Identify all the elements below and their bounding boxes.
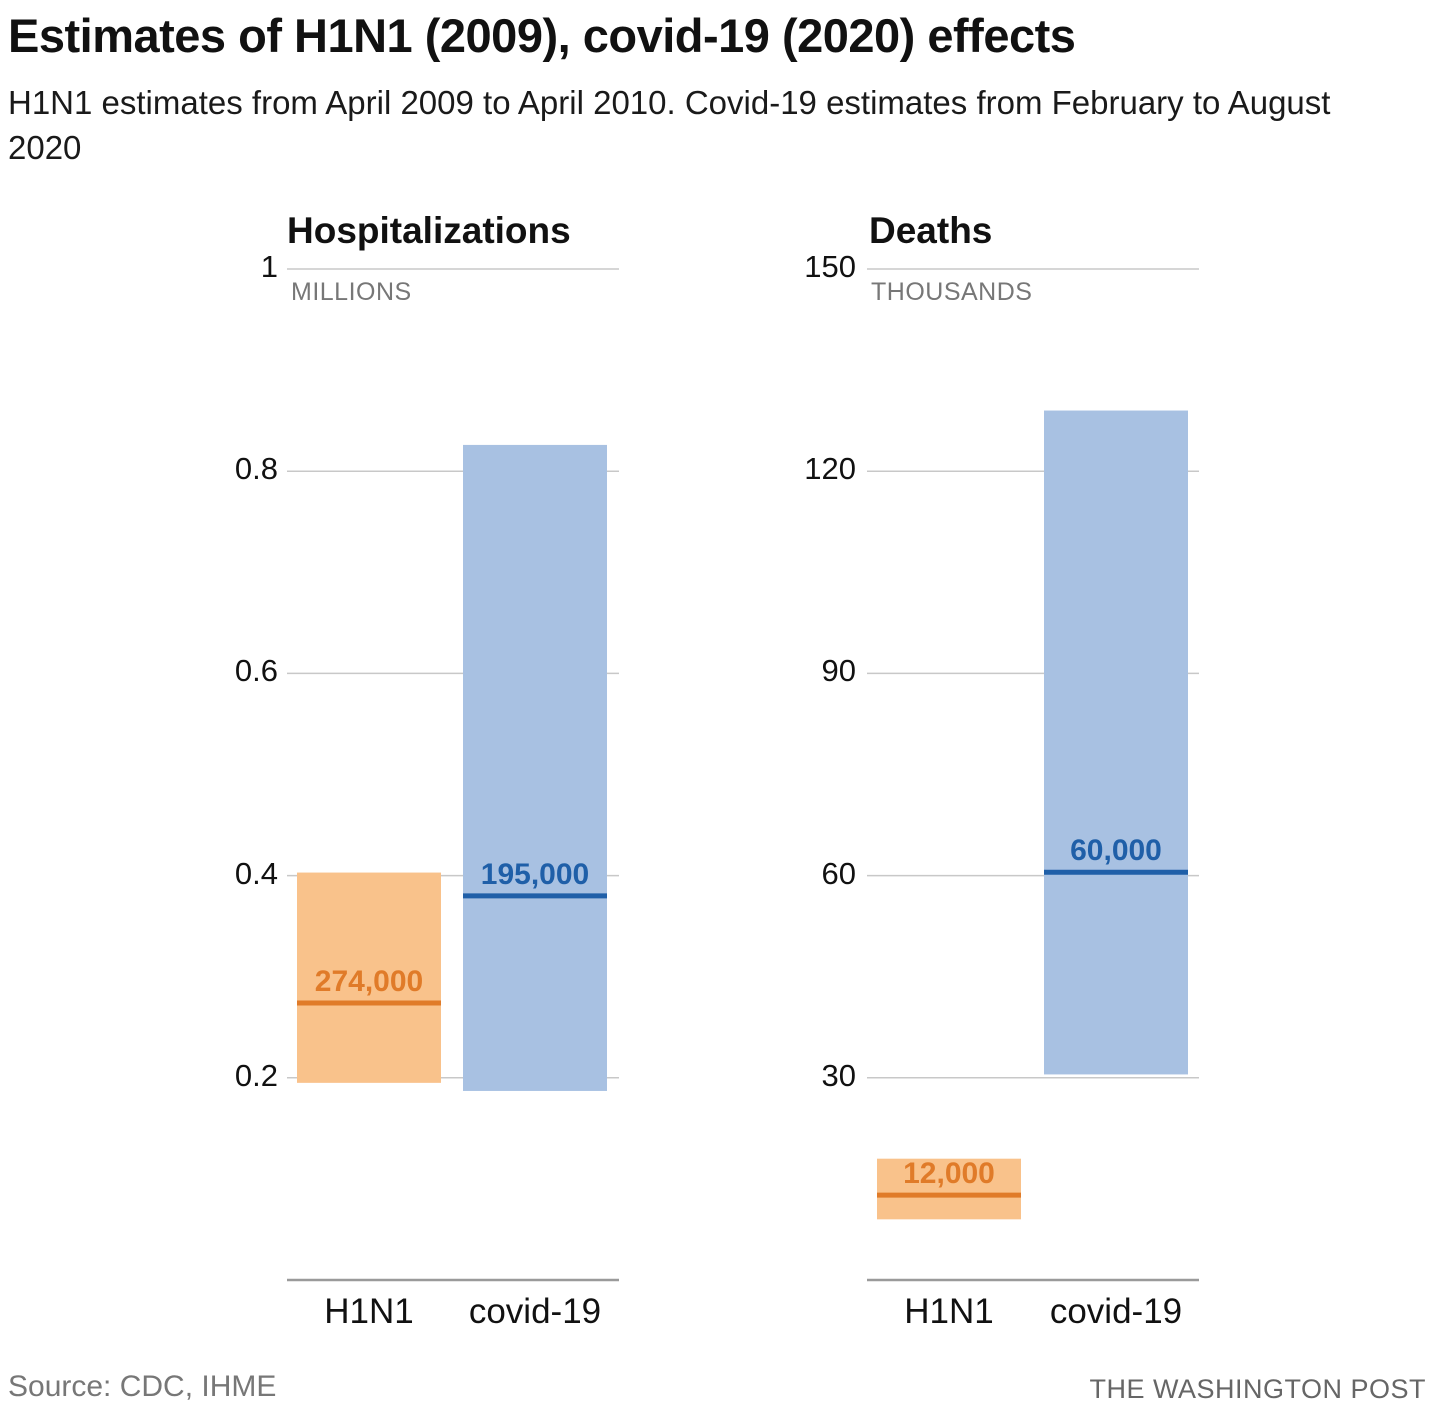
panel-title-deaths: Deaths [869, 210, 993, 251]
unit-label-thousands: THOUSANDS [871, 278, 1033, 306]
x-category-label: H1N1 [324, 1292, 414, 1331]
unit-label-millions: MILLIONS [291, 278, 412, 306]
y-tick-label: 150 [804, 249, 856, 284]
x-category-label: H1N1 [904, 1292, 994, 1331]
h1n1-estimate-label: 274,000 [315, 965, 423, 998]
y-tick-label: 0.6 [234, 653, 278, 689]
h1n1-range-bar [877, 1158, 1021, 1220]
source-note: Source: CDC, IHME [8, 1370, 277, 1403]
covid-range-bar [1044, 410, 1188, 1075]
y-tick-label: 0.2 [234, 1057, 278, 1093]
chart-subtitle: H1N1 estimates from April 2009 to April … [8, 84, 1331, 166]
chart-title: Estimates of H1N1 (2009), covid-19 (2020… [8, 9, 1076, 62]
y-tick-label: 0.4 [234, 855, 278, 891]
covid-estimate-label: 60,000 [1070, 834, 1162, 867]
y-tick-label: 1 [260, 249, 278, 284]
h1n1-range-bar [297, 872, 441, 1083]
covid-range-bar [463, 444, 607, 1091]
y-tick-label: 90 [821, 653, 856, 689]
y-tick-label: 0.8 [234, 451, 278, 487]
publisher-credit: THE WASHINGTON POST [1089, 1374, 1426, 1404]
covid-estimate-label: 195,000 [481, 858, 589, 891]
x-category-label: covid-19 [1049, 1292, 1183, 1331]
panel-title-hospitalizations: Hospitalizations [287, 210, 571, 251]
y-tick-label: 120 [804, 451, 856, 487]
h1n1-estimate-label: 12,000 [903, 1157, 995, 1190]
y-tick-label: 30 [821, 1057, 856, 1093]
x-category-label: covid-19 [468, 1292, 602, 1331]
y-tick-label: 60 [821, 855, 856, 891]
